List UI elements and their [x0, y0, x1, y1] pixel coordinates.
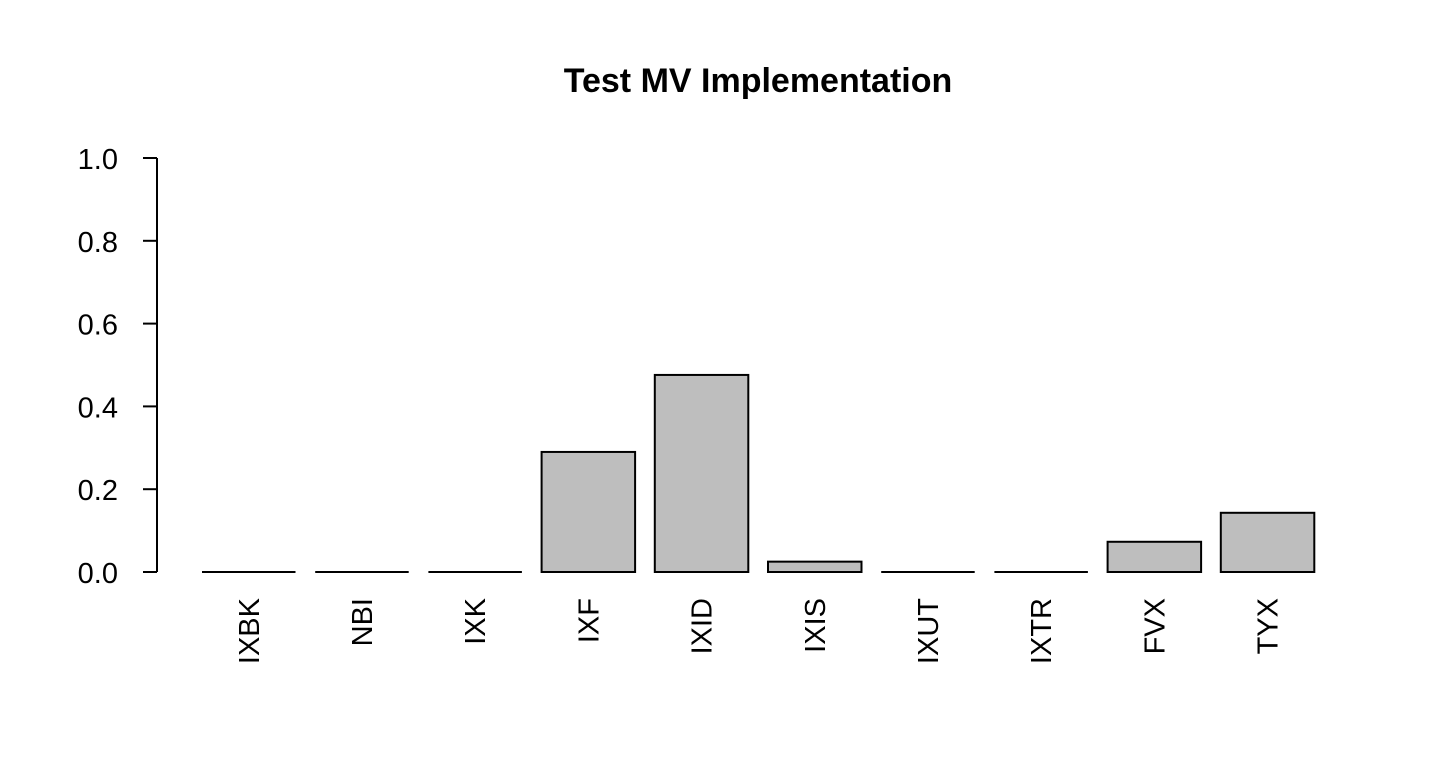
y-tick-label: 0.6: [78, 310, 118, 342]
y-tick-label: 0.8: [78, 227, 118, 259]
y-tick-label: 1.0: [78, 144, 118, 176]
chart-title: Test MV Implementation: [564, 62, 953, 100]
bar: [653, 373, 750, 573]
bar: [767, 560, 863, 574]
y-tick-label: 0.4: [78, 392, 118, 424]
y-axis: 0.0 0.2 0.4 0.6 0.8 1.0: [78, 144, 158, 590]
x-tick-label: IXUT: [913, 598, 945, 664]
x-tick-label: IXBK: [234, 597, 266, 664]
bars-group: [202, 373, 1316, 574]
bar: [1106, 540, 1203, 574]
x-tick-label: FVX: [1139, 598, 1171, 654]
bar: [540, 450, 637, 573]
x-axis-labels: IXBK NBI IXK IXF IXID IXIS IXUT IXTR FVX TYX: [234, 597, 1285, 664]
x-tick-label: IXK: [460, 597, 492, 644]
x-tick-label: IXTR: [1026, 598, 1058, 664]
y-tick-label: 0.2: [78, 475, 118, 507]
x-tick-label: TYX: [1253, 598, 1285, 654]
x-tick-label: IXID: [687, 598, 719, 654]
y-tick-label: 0.0: [78, 558, 118, 590]
bar: [1219, 511, 1316, 573]
x-tick-label: IXF: [573, 598, 605, 643]
x-tick-label: NBI: [347, 598, 379, 646]
x-tick-label: IXIS: [800, 598, 832, 653]
